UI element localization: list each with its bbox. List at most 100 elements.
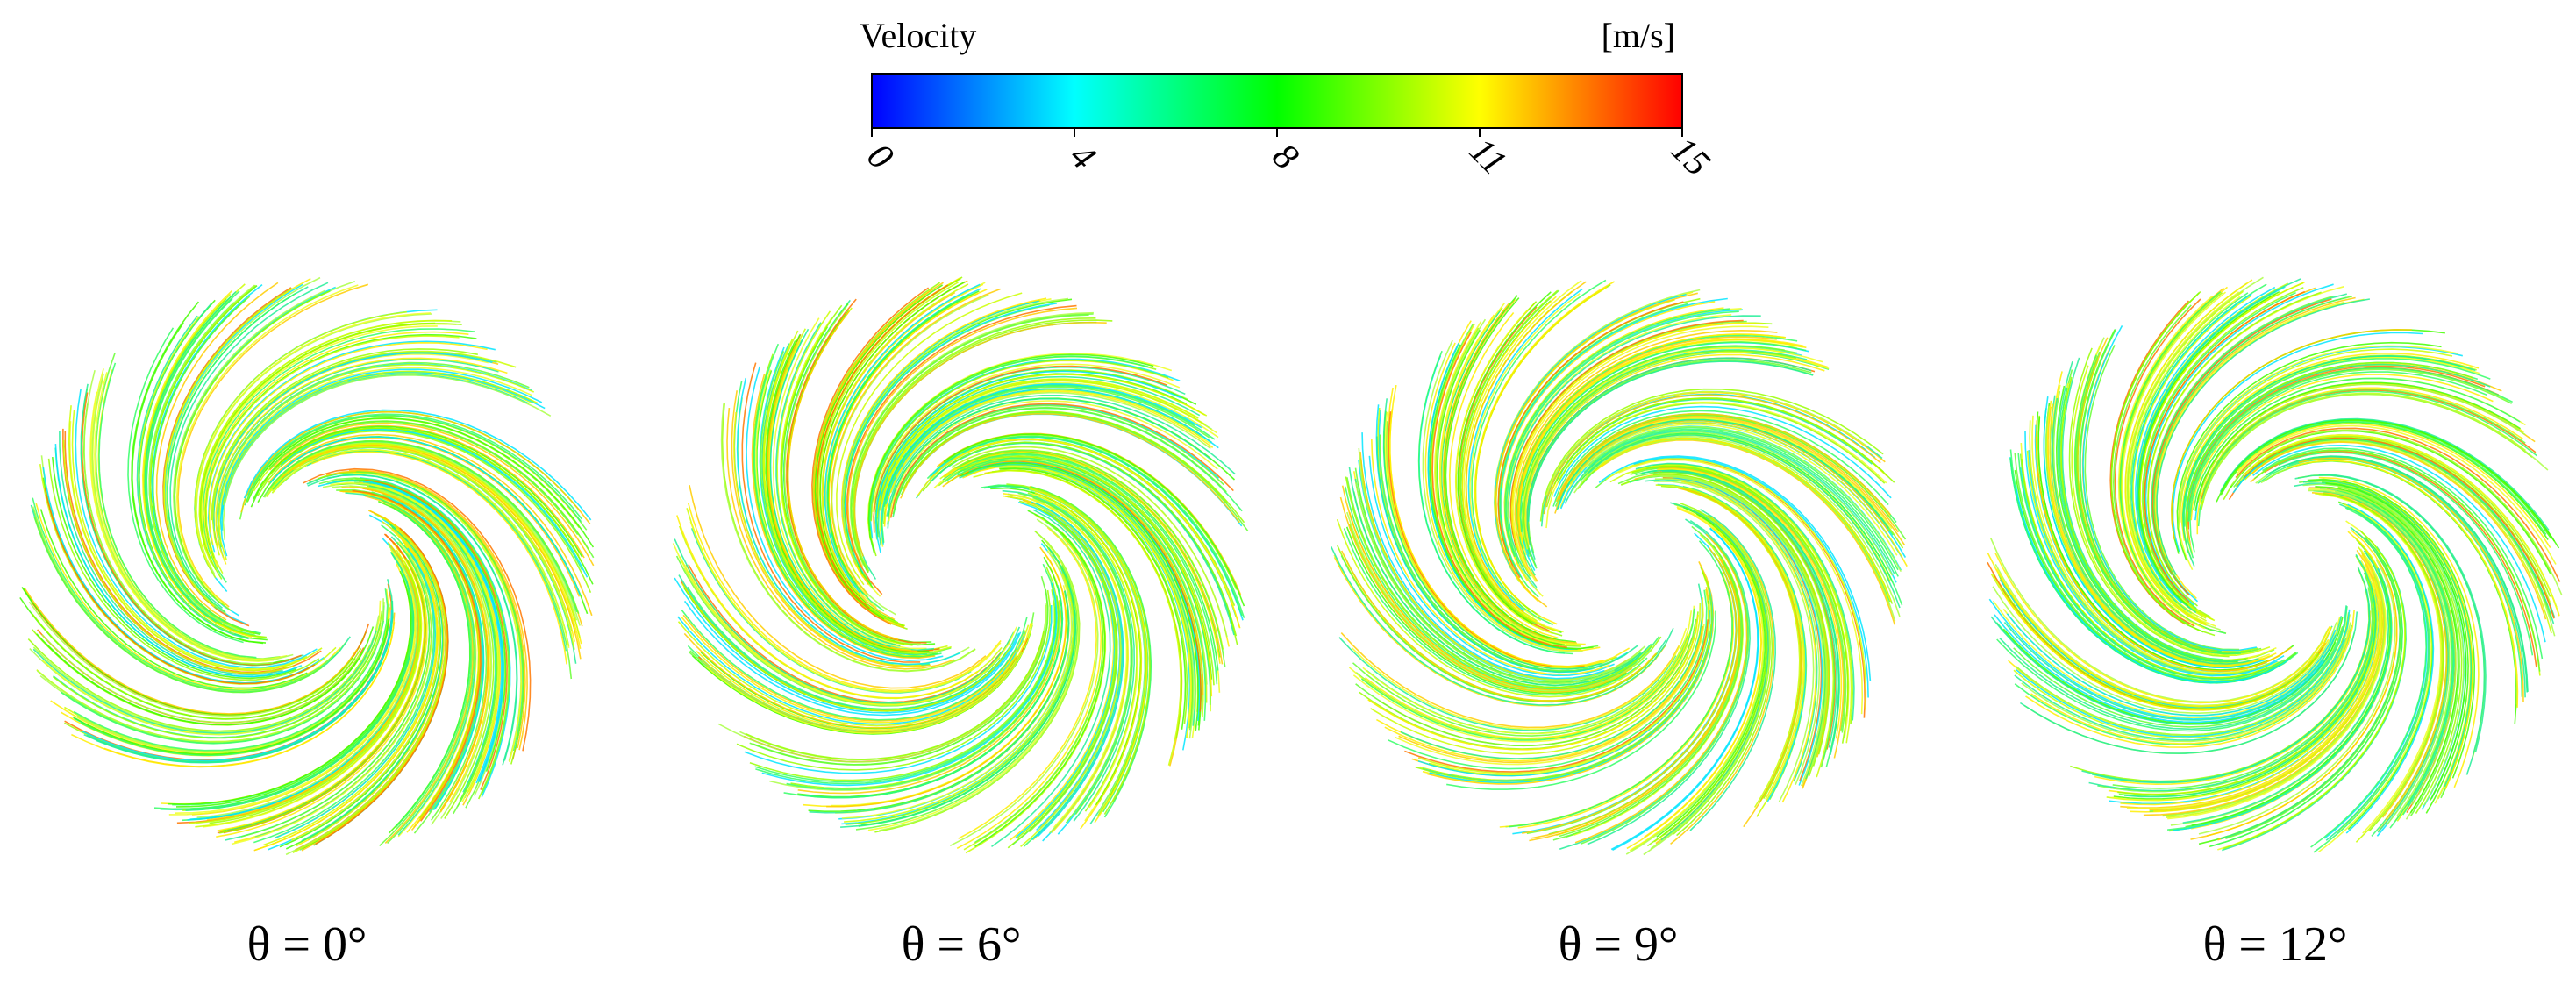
streamline — [148, 284, 255, 631]
streamline — [2112, 587, 2373, 789]
streamline — [955, 449, 1226, 667]
streamline — [131, 301, 264, 645]
panel-label: θ = 6° — [902, 917, 1022, 972]
streamline — [2239, 420, 2547, 535]
streamline — [1990, 616, 2330, 725]
streamline — [2013, 614, 2351, 739]
streamline — [1553, 405, 1892, 499]
streamline — [2176, 341, 2442, 561]
streamline — [1661, 475, 1825, 787]
streamline — [254, 529, 439, 851]
streamline — [352, 489, 482, 822]
streamline — [208, 341, 488, 546]
streamline — [42, 600, 382, 735]
streamline — [1653, 481, 1815, 802]
streamline — [1508, 315, 1761, 588]
streamline — [850, 313, 1094, 574]
streamline — [395, 509, 472, 828]
streamline — [61, 620, 384, 745]
streamline — [1471, 279, 1607, 626]
streamline — [218, 558, 426, 834]
streamline — [1006, 483, 1151, 815]
streamline — [1676, 503, 1773, 837]
streamline — [1032, 496, 1132, 824]
streamline — [1330, 545, 1674, 706]
streamline — [1388, 411, 1585, 668]
streamline — [1645, 474, 1828, 767]
streamline — [2141, 287, 2304, 618]
streamline — [1660, 502, 1769, 841]
colorbar-tick-label: 8 — [1265, 136, 1306, 177]
streamline — [2046, 400, 2277, 667]
streamline — [2321, 481, 2469, 814]
streamline — [736, 377, 960, 666]
streamline — [382, 493, 488, 821]
streamline — [681, 610, 1028, 721]
streamline — [71, 410, 308, 670]
streamline — [2127, 290, 2244, 624]
streamline — [2123, 553, 2377, 798]
streamline — [974, 510, 1106, 847]
streamline — [71, 622, 396, 768]
streamline — [2052, 397, 2259, 665]
streamline — [203, 331, 469, 568]
streamline — [2307, 478, 2476, 779]
streamline — [868, 355, 1149, 531]
streamline — [1635, 462, 1855, 721]
streamline — [2262, 447, 2544, 660]
streamline — [1586, 425, 1902, 572]
streamline — [195, 549, 423, 828]
streamline — [2209, 536, 2403, 847]
streamline — [676, 515, 979, 699]
streamline — [1035, 502, 1124, 838]
streamline — [2003, 616, 2343, 721]
streamline — [2043, 396, 2265, 668]
streamline — [2317, 503, 2432, 853]
streamline — [1007, 507, 1117, 849]
panels: θ = 0° θ = 6° θ = 9° θ = 12° — [19, 276, 2563, 972]
streamline — [944, 450, 1224, 665]
streamline — [1367, 614, 1699, 751]
streamline — [2237, 423, 2551, 549]
streamline — [2230, 429, 2563, 596]
streamline — [1523, 349, 1796, 569]
streamline — [1552, 525, 1744, 841]
streamline — [218, 363, 535, 560]
streamline — [1398, 625, 1704, 764]
panel-label: θ = 12° — [2203, 917, 2348, 972]
streamline — [274, 547, 437, 839]
streamline — [2147, 291, 2322, 607]
streamline — [892, 404, 1224, 509]
streamline — [2031, 415, 2249, 674]
streamline — [222, 374, 552, 540]
streamline — [2132, 295, 2252, 622]
streamline — [2092, 589, 2371, 784]
streamline — [1422, 339, 1583, 653]
streamline — [687, 502, 1002, 692]
streamline — [195, 312, 432, 568]
streamline — [2337, 486, 2463, 815]
streamline — [844, 303, 1058, 574]
streamline — [816, 284, 949, 610]
streamline — [1519, 341, 1807, 533]
streamline — [974, 520, 1104, 844]
streamline — [246, 417, 595, 548]
streamline — [2110, 291, 2216, 637]
streamline — [874, 370, 1182, 553]
streamline — [733, 411, 922, 667]
streamline — [2021, 622, 2351, 743]
streamline — [826, 546, 1067, 808]
streamline — [185, 551, 415, 811]
streamline — [1463, 280, 1582, 633]
streamline — [754, 606, 1057, 783]
streamline — [2075, 351, 2262, 654]
streamline — [2119, 291, 2226, 634]
streamline — [2225, 552, 2401, 839]
streamline — [98, 362, 257, 659]
streamline — [1336, 518, 1641, 698]
streamline — [341, 487, 489, 813]
streamline — [674, 538, 1015, 704]
panel-label: θ = 0° — [247, 917, 367, 972]
streamline — [2002, 587, 2320, 709]
streamline — [1657, 467, 1842, 739]
